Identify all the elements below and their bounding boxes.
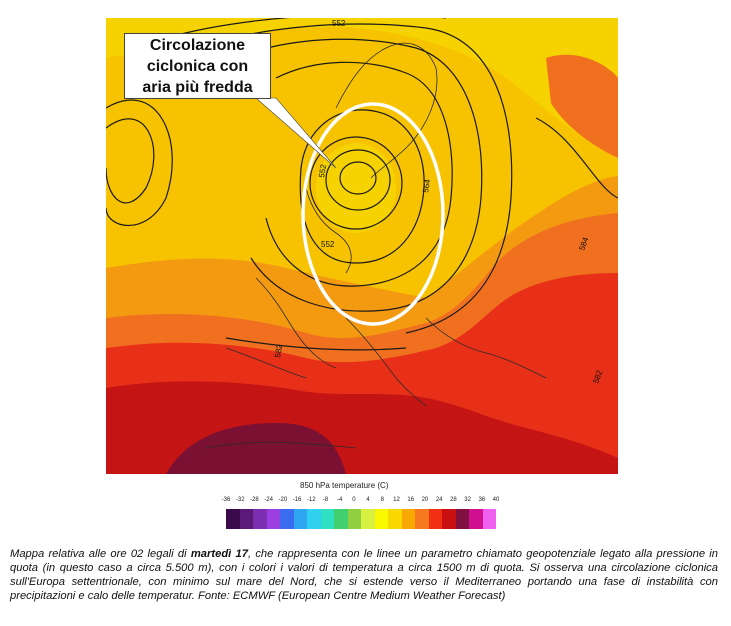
caption-text: , che rappresenta con le linee un parame… bbox=[10, 548, 719, 602]
contour-label: 564 bbox=[421, 178, 432, 193]
figure-caption: Mappa relativa alle ore 02 legali di mar… bbox=[10, 547, 718, 603]
legend-tick-label: 20 bbox=[421, 497, 429, 503]
legend-tick-label: -4 bbox=[337, 497, 343, 503]
legend-swatch bbox=[239, 509, 253, 529]
cyclone-highlight-ellipse bbox=[301, 102, 445, 326]
legend-swatch bbox=[482, 509, 496, 529]
legend-ticks: -36 -32 -28 -24 -20 -16 -12 -8 -4 0 4 8 12 16 20 24 28 32… bbox=[222, 497, 500, 507]
legend-swatch bbox=[280, 509, 294, 529]
legend-swatch bbox=[455, 509, 469, 529]
contour-label: 584 bbox=[577, 236, 590, 252]
temperature-geopotential-map: 552 552 564 584 582 582 552 bbox=[106, 18, 618, 474]
legend-tick-label: -32 bbox=[235, 497, 245, 503]
caption-text: Mappa relativa alle ore 02 legali di bbox=[10, 548, 191, 560]
legend-swatch bbox=[374, 509, 388, 529]
caption-date: martedì 17 bbox=[190, 548, 248, 560]
legend-swatch bbox=[401, 509, 415, 529]
legend-swatch bbox=[442, 509, 456, 529]
contour-label: 552 bbox=[321, 240, 335, 249]
legend-swatch bbox=[347, 509, 361, 529]
cold-core bbox=[316, 143, 396, 233]
legend-swatch bbox=[361, 509, 375, 529]
legend-tick-label: -12 bbox=[306, 497, 316, 503]
legend-tick-label: 16 bbox=[407, 497, 415, 503]
temperature-field-light bbox=[106, 18, 618, 158]
callout-line: aria più fredda bbox=[142, 79, 253, 96]
legend-swatch bbox=[428, 509, 442, 529]
temperature-field-maroon bbox=[166, 423, 346, 474]
legend-swatch bbox=[266, 509, 280, 529]
legend-swatch bbox=[320, 509, 334, 529]
legend-color-bar bbox=[226, 509, 496, 529]
legend-swatch bbox=[226, 509, 240, 529]
legend-swatch bbox=[469, 509, 483, 529]
contour-label: 552 bbox=[332, 19, 346, 28]
legend-swatch bbox=[388, 509, 402, 529]
legend-swatch bbox=[334, 509, 348, 529]
callout-line: Circolazione bbox=[149, 37, 246, 54]
legend-tick-label: -24 bbox=[264, 497, 273, 503]
contour-label: 582 bbox=[591, 369, 604, 385]
callout-box: Circolazione ciclonica con aria più fred… bbox=[124, 33, 271, 99]
legend-tick-label: -36 bbox=[221, 497, 231, 503]
legend-tick-label: 24 bbox=[435, 497, 443, 503]
legend-tick-label: 32 bbox=[464, 497, 471, 503]
legend-tick-label: -20 bbox=[278, 497, 288, 503]
callout-line: ciclonica con bbox=[146, 58, 249, 75]
legend-tick-label: 4 bbox=[366, 497, 370, 503]
legend-tick-label: 36 bbox=[478, 497, 486, 503]
legend-tick-label: 0 bbox=[352, 497, 356, 503]
legend-swatch bbox=[253, 509, 267, 529]
legend-tick-label: 28 bbox=[450, 497, 457, 503]
legend-title: 850 hPa temperature (C) bbox=[300, 481, 389, 490]
legend-swatch bbox=[293, 509, 307, 529]
legend-swatch bbox=[307, 509, 321, 529]
legend-tick-label: -16 bbox=[292, 497, 302, 503]
temperature-field-east-orange bbox=[546, 54, 618, 158]
legend-tick-label: -8 bbox=[322, 497, 329, 503]
contour-label: 552 bbox=[317, 163, 328, 178]
contour-label: 582 bbox=[273, 343, 284, 358]
legend-swatch bbox=[415, 509, 429, 529]
coastlines bbox=[205, 42, 547, 449]
legend-tick-label: 40 bbox=[492, 497, 500, 503]
legend-tick-label: -28 bbox=[250, 497, 259, 503]
legend-tick-label: 12 bbox=[393, 497, 400, 503]
legend-tick-label: 8 bbox=[380, 497, 384, 503]
